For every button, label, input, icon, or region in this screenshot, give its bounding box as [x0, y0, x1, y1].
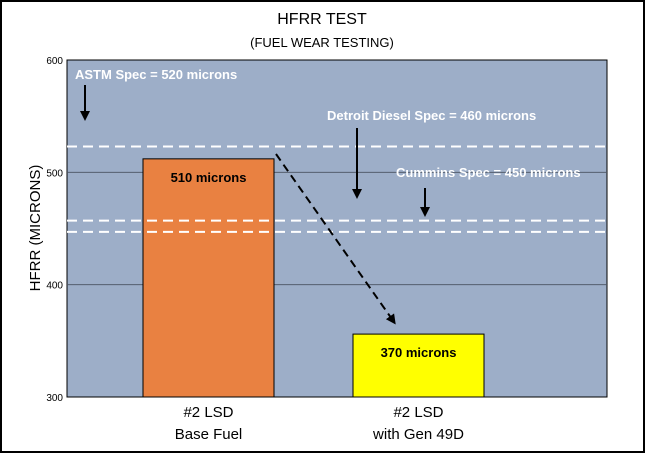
- y-tick-label: 600: [46, 56, 63, 67]
- chart-subtitle: (FUEL WEAR TESTING): [250, 35, 394, 50]
- category-label: with Gen 49D: [372, 426, 464, 443]
- chart-title: HFRR TEST: [277, 11, 367, 28]
- y-tick-label: 300: [46, 393, 63, 404]
- y-axis-label: HFRR (MICRONS): [27, 165, 44, 292]
- data-label: 510 microns: [171, 170, 247, 185]
- spec-label: ASTM Spec = 520 microns: [75, 67, 237, 82]
- bar: [352, 333, 485, 398]
- data-label: 370 microns: [381, 345, 457, 360]
- spec-label: Detroit Diesel Spec = 460 microns: [327, 108, 536, 123]
- y-tick-labels: 300 400 500 600: [46, 56, 63, 404]
- y-tick-label: 400: [46, 281, 63, 292]
- category-label: Base Fuel: [175, 426, 243, 443]
- reduction-arrow: [275, 153, 396, 325]
- category-label: #2 LSD: [183, 404, 233, 421]
- spec-lines: [67, 145, 607, 233]
- bar: [142, 158, 275, 398]
- annotation-arrows: [80, 85, 430, 325]
- spec-labels: ASTM Spec = 520 microns Detroit Diesel Sp…: [75, 67, 581, 180]
- bars: [142, 158, 485, 398]
- spec-label: Cummins Spec = 450 microns: [396, 165, 581, 180]
- category-label: #2 LSD: [393, 404, 443, 421]
- y-tick-label: 500: [46, 168, 63, 179]
- category-labels: #2 LSD Base Fuel #2 LSD with Gen 49D: [175, 404, 464, 443]
- data-labels: 510 microns 370 microns: [171, 170, 457, 360]
